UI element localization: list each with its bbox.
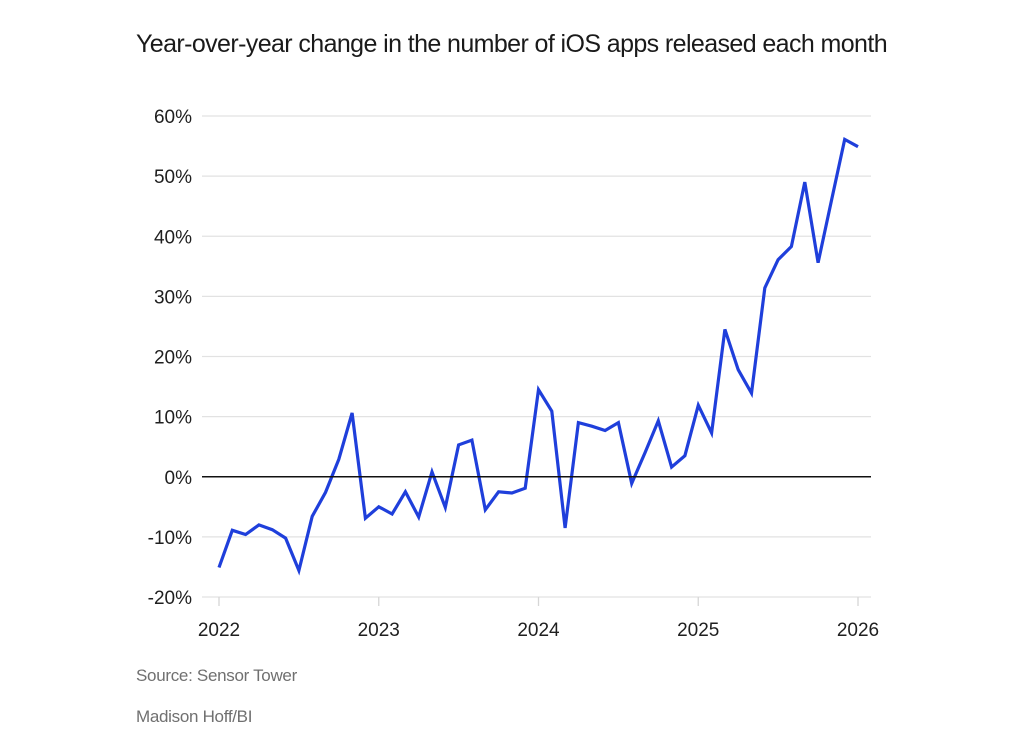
x-axis: 2022 2023 2024 2025 2026	[198, 597, 879, 641]
y-tick-label: 10%	[154, 408, 192, 429]
gridlines	[202, 115, 871, 598]
x-tick-label: 2023	[358, 620, 400, 641]
y-tick-label: 50%	[154, 167, 192, 188]
y-tick-label: 60%	[154, 107, 192, 128]
x-tick-label: 2025	[677, 620, 719, 641]
y-tick-label: 40%	[154, 227, 192, 248]
chart-title: Year-over-year change in the number of i…	[136, 30, 888, 58]
y-axis: 60% 50% 40% 30% 20% 10% 0% -10% -20%	[148, 107, 192, 609]
x-tick-label: 2026	[837, 620, 879, 641]
x-tick-label: 2024	[517, 620, 560, 641]
x-tick-label: 2022	[198, 620, 240, 641]
series-layer	[202, 136, 871, 576]
y-tick-label: 30%	[154, 287, 192, 308]
y-tick-label: -20%	[148, 588, 192, 609]
credit-note: Madison Hoff/BI	[136, 707, 253, 726]
y-tick-label: 0%	[165, 468, 193, 489]
y-tick-label: -10%	[148, 528, 192, 549]
source-note: Source: Sensor Tower	[136, 666, 297, 685]
y-tick-label: 20%	[154, 348, 192, 369]
series-line	[217, 136, 859, 576]
